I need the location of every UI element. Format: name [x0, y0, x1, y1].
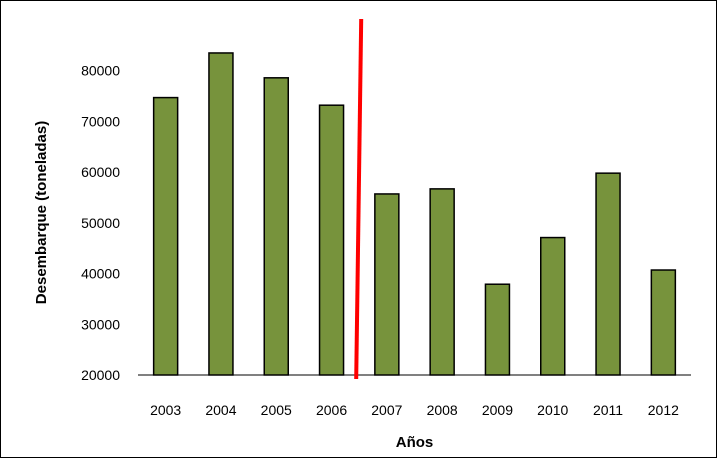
x-tick-label: 2006: [316, 402, 347, 418]
bar-2008: [429, 188, 455, 376]
bar-2004: [208, 52, 234, 376]
y-tick-label: 70000: [81, 113, 120, 129]
y-tick-label: 60000: [81, 164, 120, 180]
bar-2003: [152, 96, 179, 376]
bar-2012: [650, 269, 677, 376]
bars-group: [152, 52, 677, 376]
x-tick-label: 2008: [427, 402, 458, 418]
period-divider-line: [354, 18, 364, 380]
bar-2005: [263, 77, 289, 376]
x-tick-label: 2004: [205, 402, 236, 418]
y-tick-label: 30000: [81, 316, 120, 332]
x-tick-label: 2009: [482, 402, 513, 418]
x-tick-label: 2010: [537, 402, 568, 418]
y-tick-label: 80000: [81, 63, 120, 79]
bar-2006: [318, 104, 345, 376]
bar-2011: [595, 172, 621, 376]
y-tick-label: 20000: [81, 367, 120, 383]
y-tick-label: 50000: [81, 215, 120, 231]
x-tick-label: 2005: [261, 402, 292, 418]
y-axis-title: Desembarque (toneladas): [33, 121, 50, 304]
y-axis-ticks: 20000 30000 40000 50000 60000 70000 80000: [81, 63, 120, 383]
bar-2009: [484, 283, 511, 376]
x-axis-ticks: 2003 2004 2005 2006 2007 2008 2009 2010 2011 2012: [150, 402, 679, 418]
x-tick-label: 2007: [371, 402, 402, 418]
bar-2010: [540, 236, 566, 376]
x-tick-label: 2012: [648, 402, 679, 418]
bar-2007: [374, 193, 400, 376]
x-axis-title: Años: [396, 434, 434, 451]
x-tick-label: 2011: [593, 402, 623, 418]
y-tick-label: 40000: [81, 266, 120, 282]
x-tick-label: 2003: [150, 402, 181, 418]
